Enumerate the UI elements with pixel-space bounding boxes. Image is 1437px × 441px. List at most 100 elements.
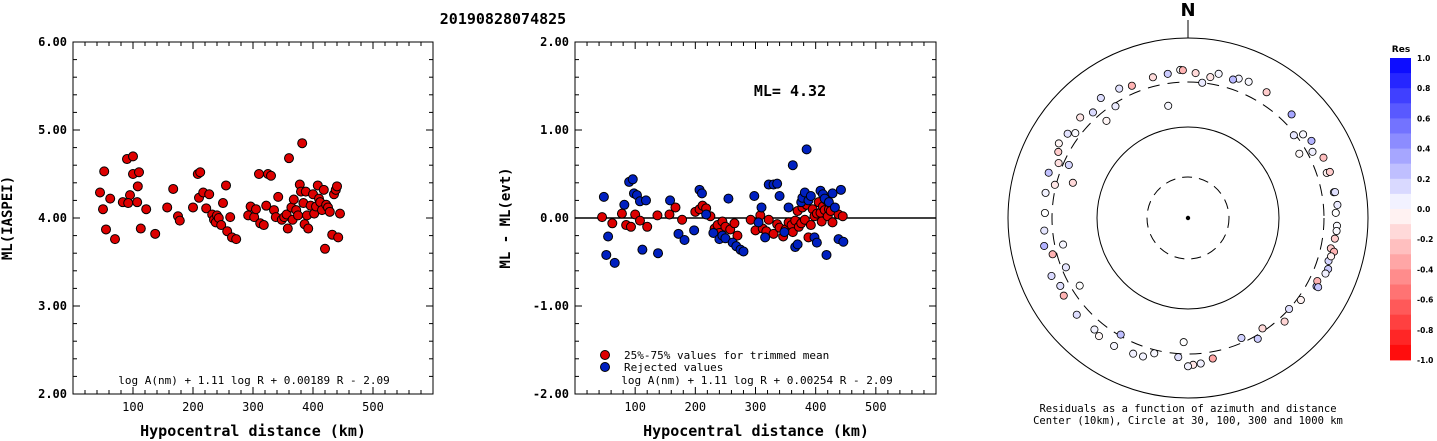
data-point xyxy=(821,249,832,260)
colorbar-tick-label: 0.0 xyxy=(1417,205,1430,214)
station-residual-point xyxy=(1059,291,1068,300)
station-residual-point xyxy=(1041,188,1050,197)
station-residual-point xyxy=(1115,84,1124,93)
station-residual-point xyxy=(1244,77,1253,86)
colorbar-labels: 1.0 0.8 0.6 0.4 0.2 0.0 -0.2 -0.4 -0.6 -0.8 -1.0 xyxy=(1417,54,1433,365)
station-residual-point xyxy=(1206,73,1215,82)
colorbar-cells xyxy=(1390,58,1411,361)
station-residual-point xyxy=(1088,108,1097,117)
data-point xyxy=(132,197,143,208)
y-tick-label: 3.00 xyxy=(38,299,67,313)
data-point xyxy=(123,198,134,209)
station-residual-point xyxy=(1198,78,1207,87)
polar-residual-panel: N Residuals as a function of azimuth and… xyxy=(1007,0,1369,427)
data-point xyxy=(701,209,712,220)
station-residual-point xyxy=(1174,353,1183,362)
data-point xyxy=(218,198,228,209)
panel2-legend: 25%-75% values for trimmed mean Rejected… xyxy=(600,349,829,374)
station-residual-point xyxy=(1196,359,1205,368)
station-residual-point xyxy=(1063,129,1072,138)
data-point xyxy=(293,210,303,221)
colorbar-cell xyxy=(1390,163,1411,180)
x-tick-label: 300 xyxy=(242,400,264,414)
station-residual-point xyxy=(1262,88,1271,97)
data-point xyxy=(625,221,636,232)
station-residual-point xyxy=(1208,354,1217,363)
data-point xyxy=(128,151,138,162)
colorbar-title: Res xyxy=(1392,45,1410,55)
station-residual-point xyxy=(1285,305,1294,314)
data-point xyxy=(837,211,848,222)
x-tick-label: 200 xyxy=(684,400,706,414)
station-residual-point xyxy=(1299,130,1308,139)
colorbar-cell xyxy=(1390,269,1411,285)
data-point xyxy=(619,199,630,210)
data-point xyxy=(609,257,620,268)
data-point xyxy=(732,230,743,241)
data-point xyxy=(760,232,771,243)
colorbar-cell xyxy=(1390,329,1411,346)
station-residual-point xyxy=(1163,69,1172,78)
data-point xyxy=(231,234,242,245)
y-tick-label: 1.00 xyxy=(540,123,569,137)
colorbar-cell xyxy=(1390,284,1411,300)
data-point xyxy=(805,191,816,201)
panel1-y-axis-label: ML(IASPEI) xyxy=(0,176,16,260)
data-point xyxy=(708,227,719,238)
data-point xyxy=(652,210,663,221)
station-residual-point xyxy=(1127,81,1136,90)
station-residual-point xyxy=(1095,332,1104,341)
colorbar-tick-label: -0.4 xyxy=(1417,265,1433,274)
station-residual-point xyxy=(1228,75,1237,84)
y-tick-label: -2.00 xyxy=(533,387,569,401)
data-point xyxy=(783,202,794,213)
colorbar-cell xyxy=(1390,118,1411,134)
ml-iaspei-panel: 100 200 300 400 500 2.00 3.00 4.00 5.00 6.00 ML(I… xyxy=(0,35,434,440)
data-point xyxy=(221,180,231,191)
data-point xyxy=(318,184,329,195)
data-point xyxy=(720,233,731,244)
station-residual-point xyxy=(1327,252,1336,261)
panel2-formula: log A(nm) + 1.11 log R + 0.00254 R - 2.0… xyxy=(621,374,893,387)
data-point xyxy=(204,189,215,200)
data-point xyxy=(141,204,152,215)
data-point xyxy=(105,193,116,204)
data-point xyxy=(827,217,838,228)
data-point xyxy=(723,193,734,204)
data-point xyxy=(297,138,308,149)
colorbar-cell xyxy=(1390,299,1411,316)
station-residual-point xyxy=(1148,73,1157,82)
y-tick-label: 4.00 xyxy=(38,211,67,225)
station-residual-point xyxy=(1332,226,1341,235)
data-point xyxy=(101,224,111,235)
data-point xyxy=(284,153,294,164)
data-point xyxy=(670,202,681,213)
colorbar-cell xyxy=(1390,58,1411,74)
station-residual-point xyxy=(1296,295,1305,304)
station-residual-point xyxy=(1040,226,1049,235)
data-point xyxy=(162,202,173,213)
data-point xyxy=(792,239,803,250)
legend-label-rejected: Rejected values xyxy=(624,361,723,374)
legend-label-trimmed: 25%-75% values for trimmed mean xyxy=(624,349,829,362)
station-residual-point xyxy=(1253,334,1262,343)
x-tick-label: 200 xyxy=(182,400,204,414)
y-tick-label: 6.00 xyxy=(38,35,67,49)
circle-1000km xyxy=(1007,37,1369,399)
station-residual-point xyxy=(1047,271,1056,280)
station-residual-point xyxy=(1054,139,1063,148)
legend-marker-rejected xyxy=(600,362,610,372)
station-residual-point xyxy=(1129,349,1138,358)
colorbar-cell xyxy=(1390,314,1411,331)
data-point xyxy=(616,208,627,219)
station-residual-point xyxy=(1110,341,1119,350)
station-residual-point xyxy=(1178,66,1187,75)
data-point xyxy=(99,166,110,177)
data-point xyxy=(738,246,749,257)
data-point xyxy=(95,187,105,198)
data-point xyxy=(689,225,700,236)
north-label: N xyxy=(1180,0,1195,21)
data-point xyxy=(607,218,618,229)
data-point xyxy=(324,206,335,217)
